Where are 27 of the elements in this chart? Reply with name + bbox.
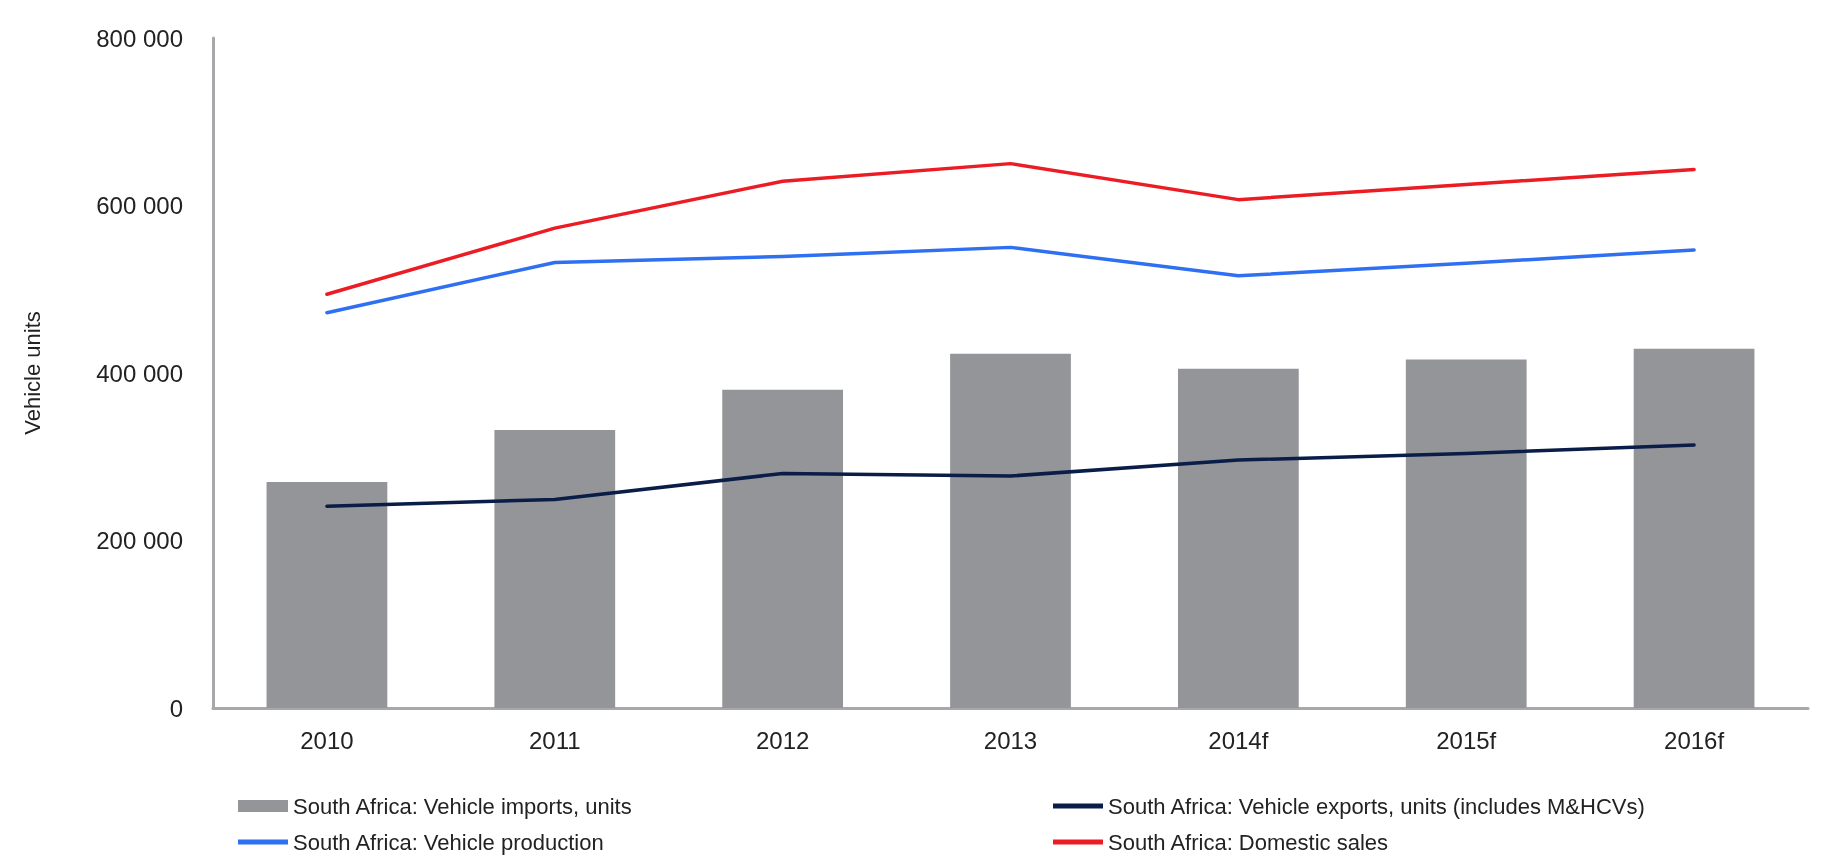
x-tick-label: 2010 (300, 726, 354, 754)
x-tick-label: 2011 (528, 726, 581, 754)
x-tick-label: 2016f (1664, 726, 1725, 754)
bar (1633, 348, 1755, 708)
x-tick-label: 2013 (983, 726, 1038, 754)
bar (950, 353, 1071, 708)
legend-label: South Africa: Vehicle imports, units (293, 793, 632, 819)
x-tick-label: 2012 (755, 726, 810, 754)
bar (1405, 359, 1527, 708)
line-series (325, 443, 1696, 508)
line-series (325, 245, 1696, 315)
x-tick-label: 2014f (1208, 726, 1269, 754)
bar (494, 429, 616, 708)
y-tick-label: 800 000 (96, 24, 183, 52)
legend-label: South Africa: Vehicle exports, units (includes M&HCVs) (1108, 793, 1645, 819)
y-tick-label: 600 000 (96, 192, 183, 219)
bar (1177, 368, 1299, 708)
bar (722, 389, 844, 708)
legend-label: South Africa: Domestic sales (1108, 829, 1389, 855)
y-tick-label: 400 000 (96, 359, 183, 387)
bar (266, 481, 388, 708)
y-axis-title: Vehicle units (19, 311, 45, 435)
y-tick-label: 200 000 (96, 527, 183, 554)
legend-label: South Africa: Vehicle production (293, 829, 604, 855)
x-tick-label: 2015f (1436, 726, 1497, 754)
y-tick-label: 0 (169, 694, 183, 722)
line-series (325, 161, 1696, 297)
